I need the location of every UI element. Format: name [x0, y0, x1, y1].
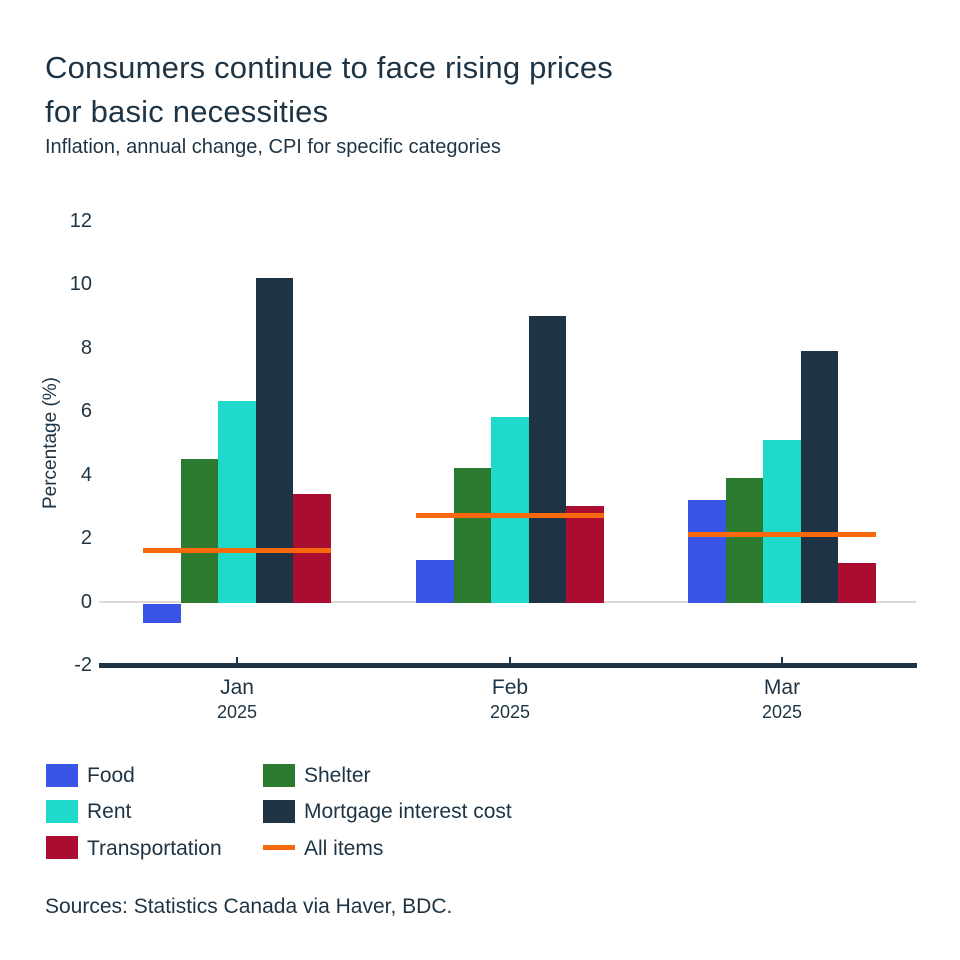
- bar-transportation-mar-2025: [838, 563, 876, 603]
- bar-food-mar-2025: [688, 499, 726, 603]
- bar-food-feb-2025: [416, 560, 454, 603]
- y-axis-title: Percentage (%): [40, 376, 61, 510]
- bar-shelter-feb-2025: [453, 468, 492, 603]
- bar-mortgage-interest-cost-jan-2025: [255, 277, 294, 603]
- all-items-line-jan-2025: [143, 548, 331, 554]
- x-label-year-jan-2025: 2025: [216, 702, 258, 722]
- x-label-year-mar-2025: 2025: [761, 702, 803, 722]
- y-tick-label-0: 0: [80, 590, 92, 613]
- x-label-month-jan-2025: Jan: [220, 676, 254, 699]
- y-tick-label-12: 12: [69, 209, 92, 232]
- x-tick-mark-feb-2025: [508, 657, 512, 663]
- x-label-year-feb-2025: 2025: [489, 702, 531, 722]
- sources-text: Sources: Statistics Canada via Haver, BD…: [45, 895, 453, 918]
- x-tick-mark-mar-2025: [780, 657, 784, 663]
- legend-swatch-food: [46, 763, 78, 787]
- legend-label-mortgage-interest-cost: Mortgage interest cost: [304, 800, 512, 823]
- bar-rent-jan-2025: [218, 401, 256, 603]
- bar-mortgage-interest-cost-mar-2025: [800, 350, 839, 603]
- chart-subtitle: Inflation, annual change, CPI for specif…: [45, 136, 501, 158]
- legend-label-food: Food: [87, 764, 135, 787]
- all-items-line-feb-2025: [416, 513, 604, 519]
- bar-mortgage-interest-cost-feb-2025: [528, 315, 567, 603]
- legend-swatch-mortgage-interest-cost: [263, 799, 295, 823]
- bar-food-jan-2025: [143, 603, 181, 623]
- page-title-line2: for basic necessities: [45, 94, 329, 129]
- legend-line-swatch-all-items: [263, 844, 295, 850]
- y-tick-label--2: -2: [74, 654, 92, 676]
- legend-swatch-rent: [46, 799, 78, 823]
- page-title: Consumers continue to face rising prices…: [45, 46, 613, 134]
- y-tick-label-10: 10: [69, 273, 92, 295]
- y-tick-label-6: 6: [80, 400, 92, 422]
- x-tick-mark-jan-2025: [235, 657, 239, 663]
- legend-swatch-shelter: [263, 763, 295, 787]
- y-tick-label-2: 2: [80, 527, 92, 549]
- y-tick-label-8: 8: [80, 336, 92, 359]
- legend-label-transportation: Transportation: [87, 836, 222, 860]
- x-axis-line: [99, 663, 917, 668]
- legend-swatch-transportation: [46, 836, 78, 859]
- bar-transportation-feb-2025: [566, 506, 604, 603]
- page-title-line1: Consumers continue to face rising prices: [45, 50, 613, 85]
- y-tick-label-4: 4: [80, 463, 92, 486]
- bar-shelter-jan-2025: [180, 458, 219, 603]
- bar-shelter-mar-2025: [725, 477, 764, 603]
- legend-label-shelter: Shelter: [304, 764, 371, 787]
- x-label-month-mar-2025: Mar: [763, 676, 801, 699]
- bar-rent-feb-2025: [491, 417, 529, 603]
- x-label-month-feb-2025: Feb: [491, 676, 529, 699]
- legend-label-rent: Rent: [87, 800, 132, 823]
- legend-label-all-items: All items: [304, 836, 384, 860]
- all-items-line-mar-2025: [688, 532, 876, 538]
- bar-rent-mar-2025: [763, 439, 801, 603]
